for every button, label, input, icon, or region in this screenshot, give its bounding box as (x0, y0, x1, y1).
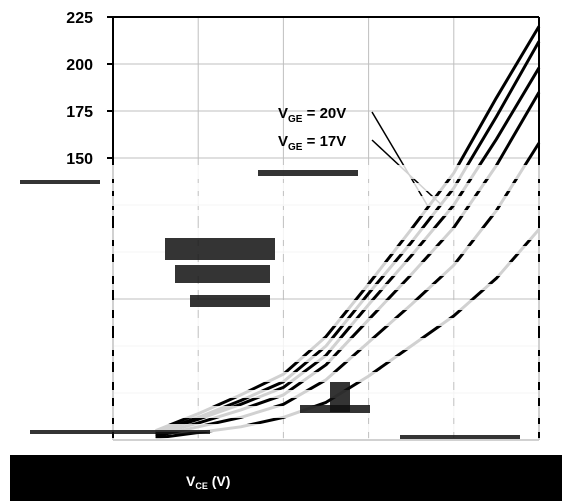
artifact-block (258, 170, 358, 176)
artifact-streak (10, 424, 562, 432)
y-tick-label: 200 (66, 57, 93, 74)
series-annotations: VGE = 20V VGE = 17V (278, 105, 442, 208)
artifact-block (190, 295, 270, 307)
artifact-block (30, 430, 210, 434)
series-label-s20: VGE = 20V (278, 105, 346, 125)
artifact-streak (10, 183, 562, 191)
x-axis-label: VCE (V) (186, 473, 230, 491)
artifact-streak (10, 246, 562, 254)
image-artifacts (10, 165, 562, 448)
artifact-streak (10, 372, 562, 382)
artifact-streak (10, 338, 562, 350)
artifact-streak (10, 356, 562, 362)
artifact-streak (10, 196, 562, 206)
artifact-streak (10, 406, 562, 418)
artifact-streak (10, 210, 562, 216)
y-tick-labels: 225 200 175 150 (66, 10, 93, 168)
series-label-s17: VGE = 17V (278, 133, 346, 153)
series-leader-line-s20 (371, 111, 429, 208)
artifact-block (175, 265, 270, 283)
artifact-block (300, 405, 370, 413)
artifact-streak (10, 284, 562, 290)
artifact-streak (10, 438, 562, 448)
artifact-block (330, 382, 350, 412)
y-tick-label: 175 (66, 104, 93, 121)
artifact-streak (10, 228, 562, 240)
artifact-streak (10, 300, 562, 310)
y-tick-label: 225 (66, 10, 93, 27)
artifact-streak (10, 318, 562, 326)
series-line-s20 (155, 25, 541, 432)
artifact-block (20, 180, 100, 184)
artifact-block (165, 238, 275, 260)
artifact-block (400, 435, 520, 439)
artifact-streak (10, 262, 562, 276)
y-tick-label: 150 (66, 151, 93, 168)
artifact-streak (10, 390, 562, 398)
xlabel-bar (10, 455, 562, 501)
